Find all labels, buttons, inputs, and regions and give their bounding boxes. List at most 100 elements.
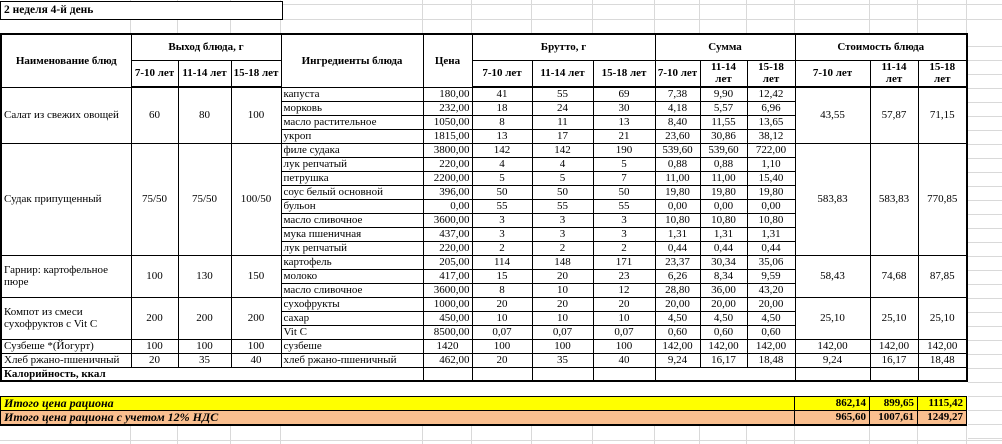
cell-price[interactable]: 205,00 [422,254,473,270]
cell-gross[interactable]: 5 [471,170,533,186]
cell-yield[interactable]: 20 [130,352,179,368]
cell-gross[interactable]: 3 [592,226,656,242]
cell-cost[interactable]: 583,83 [869,142,919,256]
cell-yield[interactable]: 35 [177,352,232,368]
cell-sum[interactable]: 1,31 [746,226,796,242]
cell-sum[interactable]: 4,18 [654,100,701,116]
header-age[interactable]: 15-18 лет [917,59,968,88]
cell-gross[interactable]: 4 [531,156,594,172]
cell-gross[interactable]: 3 [531,226,594,242]
cell-sum[interactable]: 142,00 [654,338,701,354]
cell-gross[interactable]: 171 [592,254,656,270]
header-gross-group[interactable]: Брутто, г [471,33,656,61]
cell-gross[interactable]: 142 [471,142,533,158]
cell-cost[interactable]: 57,87 [869,86,919,144]
cell-sum[interactable]: 0,00 [699,198,748,214]
cell-yield[interactable]: 100/50 [230,142,282,256]
header-age[interactable]: 11-14 лет [699,59,748,88]
cell-price[interactable]: 1420 [422,338,473,354]
cell-empty[interactable] [471,366,533,382]
cell-gross[interactable]: 55 [531,86,594,102]
cell-sum[interactable]: 20,00 [746,296,796,312]
cell-gross[interactable]: 8 [471,282,533,298]
cell-cost[interactable]: 58,43 [794,254,871,298]
cell-ingredient[interactable]: сузбеше [280,338,424,354]
cell-price[interactable]: 8500,00 [422,324,473,340]
cell-empty[interactable] [422,366,473,382]
cell-ingredient[interactable]: масло сливочное [280,282,424,298]
cell-gross[interactable]: 55 [592,198,656,214]
cell-gross[interactable]: 0,07 [531,324,594,340]
cell-gross[interactable]: 17 [531,128,594,144]
cell-yield[interactable]: 80 [177,86,232,144]
cell-gross[interactable]: 3 [531,212,594,228]
cell-sum[interactable]: 1,31 [654,226,701,242]
cell-sum[interactable]: 5,57 [699,100,748,116]
cell-gross[interactable]: 100 [531,338,594,354]
cell-gross[interactable]: 7 [592,170,656,186]
cell-dish-name[interactable]: Компот из смеси сухофруктов с Vit C [0,296,132,340]
cell-price[interactable]: 396,00 [422,184,473,200]
cell-gross[interactable]: 20 [592,296,656,312]
header-age[interactable]: 15-18 лет [746,59,796,88]
cell-price[interactable]: 1000,00 [422,296,473,312]
cell-cost[interactable]: 142,00 [869,338,919,354]
cell-sum[interactable]: 19,80 [746,184,796,200]
cell-gross[interactable]: 20 [471,296,533,312]
cell-cost[interactable]: 25,10 [917,296,968,340]
cell-sum[interactable]: 0,44 [654,240,701,256]
header-age[interactable]: 7-10 лет [471,59,533,88]
cell-sum[interactable]: 19,80 [654,184,701,200]
cell-sum[interactable]: 722,00 [746,142,796,158]
cell-gross[interactable]: 100 [471,338,533,354]
cell-ingredient[interactable]: капуста [280,86,424,102]
cell-cost[interactable]: 74,68 [869,254,919,298]
cell-price[interactable]: 1815,00 [422,128,473,144]
cell-yield[interactable]: 40 [230,352,282,368]
cell-sum[interactable]: 35,06 [746,254,796,270]
cell-sum[interactable]: 539,60 [654,142,701,158]
cell-empty[interactable] [654,366,796,382]
cell-sum[interactable]: 4,50 [699,310,748,326]
cell-gross[interactable]: 23 [592,268,656,284]
cell-gross[interactable]: 13 [471,128,533,144]
totals-value[interactable]: 965,60 [794,411,869,424]
cell-sum[interactable]: 30,86 [699,128,748,144]
cell-cost[interactable]: 142,00 [917,338,968,354]
header-age[interactable]: 7-10 лет [130,59,179,88]
cell-gross[interactable]: 30 [592,100,656,116]
cell-ingredient[interactable]: картофель [280,254,424,270]
cell-gross[interactable]: 50 [531,184,594,200]
cell-sum[interactable]: 0,60 [699,324,748,340]
cell-gross[interactable]: 20 [471,352,533,368]
cell-price[interactable]: 232,00 [422,100,473,116]
cell-ingredient[interactable]: укроп [280,128,424,144]
cell-ingredient[interactable]: лук репчатый [280,240,424,256]
cell-ingredient[interactable]: Vit C [280,324,424,340]
cell-sum[interactable]: 539,60 [699,142,748,158]
cell-yield[interactable]: 100 [130,254,179,298]
cell-gross[interactable]: 18 [471,100,533,116]
cell-price[interactable]: 0,00 [422,198,473,214]
cell-gross[interactable]: 2 [471,240,533,256]
cell-sum[interactable]: 0,60 [654,324,701,340]
cell-sum[interactable]: 11,00 [699,170,748,186]
cell-ingredient[interactable]: масло растительное [280,114,424,130]
cell-sum[interactable]: 9,59 [746,268,796,284]
cell-sum[interactable]: 20,00 [654,296,701,312]
cell-sum[interactable]: 18,48 [746,352,796,368]
cell-gross[interactable]: 100 [592,338,656,354]
cell-gross[interactable]: 0,07 [471,324,533,340]
header-age[interactable]: 11-14 лет [531,59,594,88]
cell-empty[interactable] [917,366,968,382]
cell-ingredient[interactable]: лук репчатый [280,156,424,172]
cell-sum[interactable]: 4,50 [746,310,796,326]
cell-ingredient[interactable]: филе судака [280,142,424,158]
cell-price[interactable]: 1050,00 [422,114,473,130]
cell-price[interactable]: 3600,00 [422,212,473,228]
totals-value[interactable]: 1007,61 [869,411,917,424]
cell-gross[interactable]: 10 [531,310,594,326]
cell-cost[interactable]: 18,48 [917,352,968,368]
totals-value[interactable]: 862,14 [794,397,869,410]
cell-sum[interactable]: 15,40 [746,170,796,186]
